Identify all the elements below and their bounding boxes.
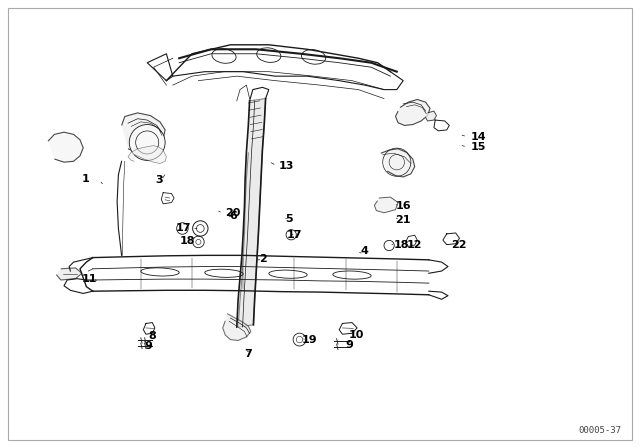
Polygon shape — [48, 132, 83, 162]
Text: 15: 15 — [471, 142, 486, 152]
Text: 4: 4 — [360, 246, 368, 256]
Text: 17: 17 — [175, 224, 191, 233]
Text: 22: 22 — [451, 240, 467, 250]
Polygon shape — [238, 99, 266, 327]
Polygon shape — [56, 268, 82, 280]
Circle shape — [129, 125, 165, 160]
Text: 00005-37: 00005-37 — [579, 426, 621, 435]
Polygon shape — [426, 111, 436, 121]
Text: 14: 14 — [471, 132, 486, 142]
Text: 9: 9 — [346, 340, 353, 350]
Text: 13: 13 — [278, 161, 294, 171]
Text: 18: 18 — [179, 236, 195, 246]
Text: 11: 11 — [82, 274, 97, 284]
Text: 18: 18 — [394, 240, 409, 250]
Polygon shape — [122, 113, 165, 153]
Polygon shape — [374, 197, 398, 213]
Polygon shape — [128, 146, 166, 164]
Text: 12: 12 — [406, 240, 422, 250]
Text: 8: 8 — [148, 331, 156, 341]
Polygon shape — [396, 99, 430, 125]
Text: 7: 7 — [244, 349, 252, 359]
Text: 21: 21 — [396, 215, 411, 224]
Text: 19: 19 — [302, 335, 317, 345]
Text: 16: 16 — [396, 201, 411, 211]
Polygon shape — [381, 149, 415, 177]
Text: 9: 9 — [144, 341, 152, 351]
Text: 6: 6 — [229, 211, 237, 221]
Text: 5: 5 — [285, 214, 292, 224]
Text: 3: 3 — [155, 175, 163, 185]
Text: 10: 10 — [349, 330, 364, 340]
Polygon shape — [223, 314, 251, 340]
Text: 1: 1 — [82, 174, 90, 184]
Text: 20: 20 — [225, 208, 241, 218]
Text: 17: 17 — [287, 230, 302, 240]
Text: 2: 2 — [259, 254, 267, 264]
